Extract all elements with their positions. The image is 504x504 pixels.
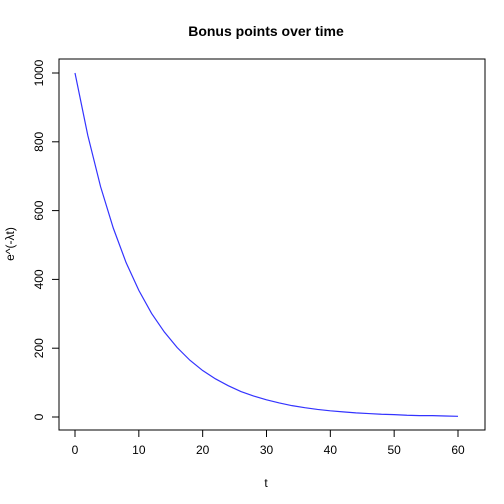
x-tick-label: 0 <box>72 443 79 457</box>
x-tick-label: 40 <box>324 443 338 457</box>
x-axis-label: t <box>264 476 268 490</box>
y-axis: 0 200 400 600 800 1000 <box>32 59 60 420</box>
plot-frame <box>58 58 486 431</box>
x-axis: 0 10 20 30 40 50 60 <box>72 429 465 457</box>
chart-title: Bonus points over time <box>188 23 344 39</box>
x-tick-label: 50 <box>387 443 401 457</box>
x-tick-label: 10 <box>132 443 146 457</box>
x-tick-label: 20 <box>196 443 210 457</box>
y-tick-label: 1000 <box>32 59 46 86</box>
y-tick-label: 800 <box>32 131 46 151</box>
y-axis-label: e^(-λt) <box>3 227 17 261</box>
x-tick-label: 60 <box>451 443 465 457</box>
y-tick-label: 200 <box>32 338 46 358</box>
y-tick-label: 400 <box>32 269 46 289</box>
y-tick-label: 0 <box>32 413 46 420</box>
y-tick-label: 600 <box>32 200 46 220</box>
x-tick-label: 30 <box>260 443 274 457</box>
series-line <box>74 72 459 417</box>
series-layer <box>74 72 459 417</box>
